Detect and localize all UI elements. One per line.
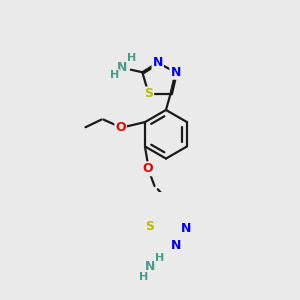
Text: O: O [143,162,154,175]
Text: O: O [115,121,126,134]
Text: N: N [117,61,128,74]
Text: N: N [181,222,192,236]
Text: N: N [170,239,181,252]
Text: N: N [152,56,163,69]
Text: H: H [139,272,148,283]
Text: S: S [146,220,154,233]
Text: S: S [144,88,153,100]
Text: H: H [128,52,137,62]
Text: N: N [145,260,155,273]
Text: H: H [110,70,119,80]
Text: H: H [155,253,164,263]
Text: N: N [170,66,181,79]
